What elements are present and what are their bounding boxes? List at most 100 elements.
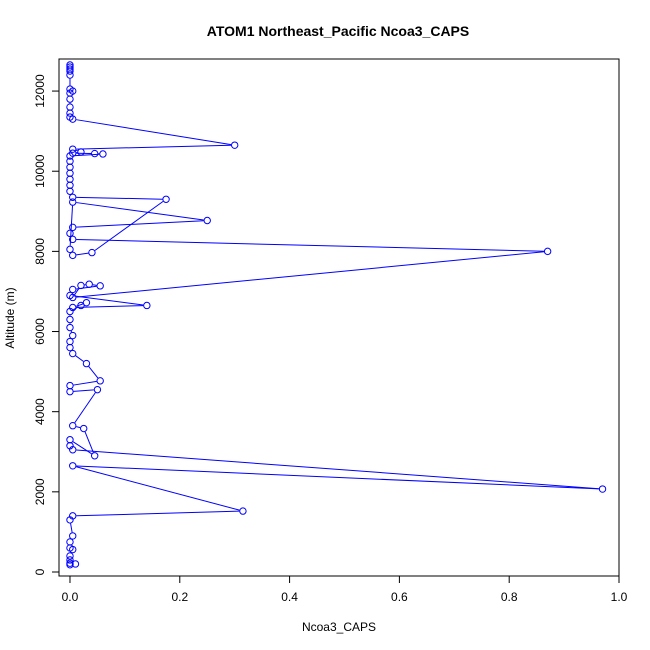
series-segment: [73, 153, 100, 157]
data-point: [66, 323, 74, 332]
series-segment: [75, 355, 84, 362]
data-point: [69, 422, 77, 430]
series-segment: [76, 252, 89, 256]
series-segment: [76, 510, 240, 517]
data-point: [69, 198, 77, 206]
y-axis-label: Altitude (m): [3, 287, 17, 348]
data-point: [77, 281, 85, 290]
x-axis-label: Ncoa3_CAPS: [302, 620, 376, 634]
data-point: [69, 235, 77, 244]
series-segment: [88, 366, 99, 379]
data-point: [96, 282, 104, 290]
data-point: [88, 248, 96, 257]
data-point: [66, 315, 74, 324]
data-point: [96, 377, 104, 385]
data-point: [66, 552, 74, 560]
data-point: [66, 67, 74, 75]
series-segment: [84, 431, 94, 453]
series-segment: [72, 441, 92, 455]
series-segment: [76, 238, 545, 252]
data-point: [66, 245, 74, 254]
y-tick-label: 6000: [33, 318, 47, 345]
data-point: [80, 424, 88, 433]
data-point: [69, 193, 77, 201]
data-point: [77, 148, 85, 156]
data-point: [66, 95, 74, 103]
data-point: [66, 556, 74, 564]
data-point: [66, 387, 74, 396]
x-tick-label: 0.8: [501, 590, 518, 604]
series-segment: [69, 205, 74, 246]
data-point: [230, 141, 239, 149]
data-point: [90, 452, 99, 460]
data-point: [543, 247, 552, 256]
data-point: [69, 145, 77, 153]
data-point: [85, 280, 93, 288]
series-segment: [75, 303, 84, 307]
data-point: [66, 538, 74, 546]
data-point: [66, 229, 74, 238]
data-point: [71, 560, 80, 568]
series-segment: [76, 220, 204, 228]
data-point: [69, 115, 77, 123]
series-segment: [76, 202, 204, 221]
plot-frame: [58, 58, 620, 577]
data-point: [69, 285, 77, 294]
data-point: [66, 187, 74, 195]
data-point: [66, 109, 74, 117]
data-point: [69, 545, 77, 554]
data-point: [69, 462, 77, 470]
series-segment: [76, 466, 240, 511]
data-point: [66, 381, 74, 390]
series-segment: [73, 389, 94, 392]
data-point: [66, 169, 74, 177]
y-tick-label: 4000: [33, 398, 47, 425]
series-segment: [74, 288, 80, 295]
data-point: [69, 223, 77, 232]
y-tick-label: 8000: [33, 238, 47, 265]
series-segment: [92, 284, 97, 286]
data-point: [66, 175, 74, 183]
series-segment: [76, 196, 163, 200]
series-segment: [73, 380, 97, 386]
data-point: [66, 71, 74, 79]
data-point: [66, 291, 74, 300]
data-point: [66, 181, 74, 189]
series-segment: [94, 200, 164, 251]
y-tick-label: 0: [33, 568, 47, 575]
data-point: [66, 436, 74, 444]
data-point: [598, 485, 607, 493]
y-tick-label: 2000: [33, 478, 47, 505]
data-point: [82, 359, 91, 368]
series-segment: [76, 305, 144, 308]
series-segment: [73, 295, 144, 306]
data-point: [66, 163, 74, 171]
data-point: [69, 349, 77, 358]
x-tick-label: 0.6: [391, 590, 408, 604]
series-segment: [70, 523, 73, 533]
data-point: [90, 149, 99, 158]
data-point: [66, 337, 74, 346]
series-segment: [76, 465, 599, 490]
y-tick-label: 10000: [33, 154, 47, 188]
data-point: [93, 385, 102, 394]
data-point: [66, 152, 74, 160]
data-point: [69, 446, 77, 454]
x-tick-label: 0.4: [281, 590, 298, 604]
series-line: [69, 78, 599, 533]
data-point: [66, 343, 74, 352]
series-segment: [76, 426, 81, 429]
data-point: [66, 561, 74, 569]
series-segment: [76, 119, 232, 146]
series-segment: [74, 392, 96, 424]
data-point: [239, 507, 247, 515]
series-points: [66, 61, 607, 569]
chart-title: ATOM1 Northeast_Pacific Ncoa3_CAPS: [207, 23, 469, 39]
y-tick-label: 12000: [33, 74, 47, 108]
data-point: [66, 103, 74, 111]
x-tick-label: 0.2: [171, 590, 188, 604]
data-point: [203, 216, 211, 225]
series-segment: [76, 144, 232, 150]
data-point: [99, 150, 107, 158]
